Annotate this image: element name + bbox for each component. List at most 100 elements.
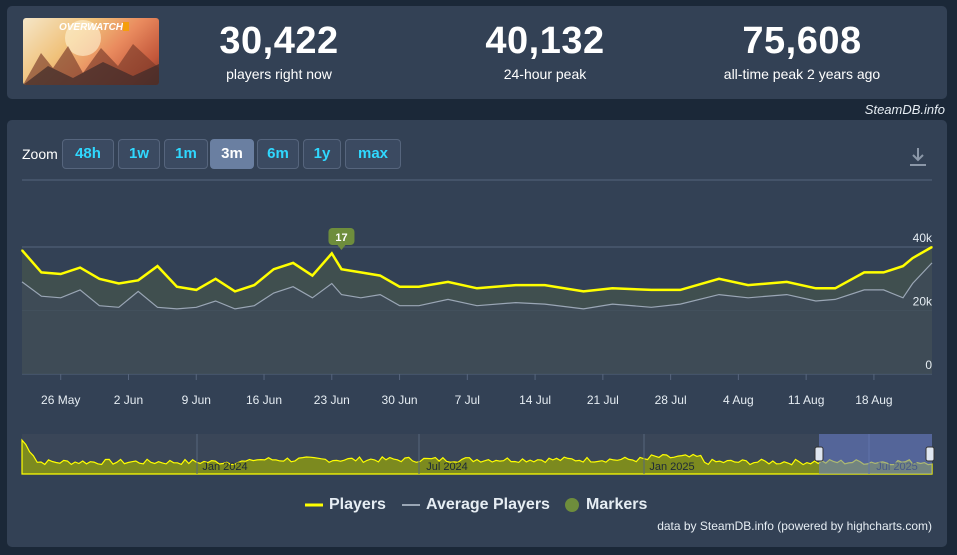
x-tick-label: 2 Jun bbox=[114, 393, 143, 407]
y-tick-label: 20k bbox=[913, 295, 933, 309]
x-tick-label: 23 Jun bbox=[314, 393, 350, 407]
players-point bbox=[379, 274, 381, 277]
navigator-label: Jul 2024 bbox=[426, 461, 468, 473]
x-tick-label: 4 Aug bbox=[723, 393, 754, 407]
peak-24h-value: 40,132 bbox=[485, 20, 605, 62]
zoom-1y-button[interactable]: 1y bbox=[303, 139, 341, 169]
x-axis-ticks: 26 May 2 Jun 9 Jun 16 Jun 23 Jun 30 Jun 7 Jul 1… bbox=[41, 374, 893, 407]
peak-24h-label: 24-hour peak bbox=[503, 66, 587, 82]
x-tick-label: 21 Jul bbox=[587, 393, 619, 407]
players-point bbox=[98, 277, 101, 280]
average-area bbox=[22, 262, 932, 374]
download-icon[interactable] bbox=[907, 146, 929, 168]
players-point bbox=[330, 252, 333, 255]
x-tick-label: 18 Aug bbox=[855, 393, 892, 407]
legend-players-label: Players bbox=[329, 496, 386, 513]
zoom-6m-button[interactable]: 6m bbox=[257, 139, 299, 169]
legend-players[interactable]: Players bbox=[305, 493, 386, 517]
players-point bbox=[543, 284, 546, 286]
navigator-label: Jan 2024 bbox=[202, 461, 247, 473]
marker-flag-tail bbox=[337, 245, 346, 250]
markers-legend-icon bbox=[565, 498, 579, 512]
players-point bbox=[253, 284, 256, 286]
players-line[interactable] bbox=[21, 245, 933, 293]
x-tick-label: 16 Jun bbox=[246, 393, 282, 407]
players-point bbox=[79, 266, 81, 269]
y-axis-ticks: 0 20k 40k bbox=[913, 231, 933, 372]
players-point bbox=[21, 249, 23, 251]
players-point bbox=[747, 284, 749, 286]
players-legend-icon bbox=[305, 503, 323, 507]
x-tick-label: 26 May bbox=[41, 393, 80, 407]
legend-markers-label: Markers bbox=[586, 496, 648, 513]
navigator-handle[interactable] bbox=[814, 446, 824, 462]
chart-areas bbox=[22, 247, 932, 374]
game-header-image[interactable]: OVERWATCH bbox=[23, 18, 159, 85]
y-tick-label: 0 bbox=[925, 358, 932, 372]
stat-all-time-peak: 75,608 all-time peak 2 years ago bbox=[687, 20, 917, 82]
zoom-max-button[interactable]: max bbox=[345, 139, 401, 169]
players-point bbox=[718, 277, 720, 280]
zoom-1w-button[interactable]: 1w bbox=[118, 139, 160, 169]
x-tick-label: 7 Jul bbox=[455, 393, 480, 407]
players-point bbox=[679, 289, 682, 291]
summary-panel: OVERWATCH 30,422 players right now 40,13… bbox=[7, 6, 947, 99]
steamdb-credit[interactable]: SteamDB.info bbox=[864, 102, 945, 117]
players-point bbox=[911, 257, 914, 259]
navigator-series bbox=[21, 438, 933, 475]
chart-markers: 17 bbox=[328, 228, 355, 250]
x-tick-label: 11 Aug bbox=[788, 393, 824, 407]
average-legend-icon bbox=[402, 504, 420, 506]
zoom-3m-button[interactable]: 3m bbox=[210, 139, 254, 169]
stat-current: 30,422 players right now bbox=[164, 20, 394, 82]
navigator-selection[interactable] bbox=[819, 434, 932, 474]
legend-markers[interactable]: Markers bbox=[564, 493, 647, 517]
players-point bbox=[882, 271, 885, 274]
marker-label: 17 bbox=[335, 232, 347, 244]
players-point bbox=[418, 285, 420, 288]
players-point bbox=[398, 285, 401, 288]
players-point bbox=[340, 268, 343, 271]
highcharts-credit[interactable]: data by SteamDB.info (powered by highcha… bbox=[657, 519, 932, 533]
overwatch-logo: OVERWATCH bbox=[23, 20, 159, 85]
players-point bbox=[650, 289, 653, 291]
zoom-1m-button[interactable]: 1m bbox=[164, 139, 208, 169]
current-players-label: players right now bbox=[226, 66, 332, 82]
players-point bbox=[311, 274, 314, 277]
all-time-peak-label: all-time peak 2 years ago bbox=[723, 66, 881, 82]
players-point bbox=[234, 290, 236, 293]
players-point bbox=[582, 290, 585, 293]
players-point bbox=[611, 287, 614, 290]
players-point bbox=[815, 287, 817, 290]
navigator-handle[interactable] bbox=[925, 446, 935, 462]
average-players-line[interactable] bbox=[21, 262, 933, 310]
legend-average[interactable]: Average Players bbox=[402, 493, 550, 517]
current-players-value: 30,422 bbox=[219, 20, 339, 62]
legend-average-label: Average Players bbox=[426, 496, 550, 513]
players-point bbox=[514, 284, 517, 286]
players-point bbox=[176, 285, 178, 288]
players-point bbox=[447, 281, 449, 283]
x-tick-label: 28 Jul bbox=[655, 393, 687, 407]
players-point bbox=[863, 271, 866, 274]
players-point bbox=[834, 287, 836, 290]
chart-panel: Zoom 48h 1w 1m 3m 6m 1y max 17 0 20k 40k 2… bbox=[7, 120, 947, 547]
zoom-label: Zoom bbox=[22, 146, 58, 162]
players-point bbox=[214, 277, 217, 280]
navigator-label: Jan 2025 bbox=[649, 461, 694, 473]
player-chart[interactable]: 17 0 20k 40k 26 May 2 Jun 9 Jun 16 Jun 23 Jun 3… bbox=[7, 120, 947, 480]
stat-24h-peak: 40,132 24-hour peak bbox=[430, 20, 660, 82]
players-point bbox=[156, 265, 159, 267]
zoom-48h-button[interactable]: 48h bbox=[62, 139, 114, 169]
players-point bbox=[902, 265, 904, 267]
y-tick-label: 40k bbox=[913, 231, 933, 245]
marker-flag[interactable] bbox=[328, 228, 355, 245]
players-point bbox=[931, 246, 933, 248]
players-point bbox=[137, 279, 139, 282]
players-point bbox=[40, 271, 43, 274]
players-point bbox=[272, 268, 275, 271]
all-time-peak-value: 75,608 bbox=[742, 20, 862, 62]
players-point bbox=[59, 273, 62, 275]
players-point bbox=[195, 289, 198, 291]
